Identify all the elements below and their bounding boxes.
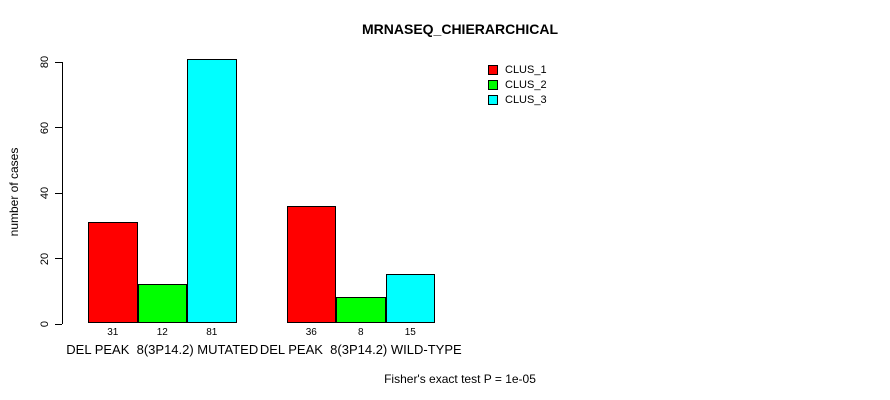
bar-count-label: 81 [206,327,218,338]
legend-swatch-clus_1 [488,64,498,75]
legend-label: CLUS_1 [505,63,547,76]
bar-count-label: 8 [357,327,364,338]
y-tick [55,61,62,63]
y-axis-label: number of cases [7,147,21,237]
legend-label: CLUS_3 [505,93,547,106]
legend-item-clus_1: CLUS_1 [488,62,547,77]
legend-swatch-clus_2 [488,79,498,90]
y-tick [55,258,62,260]
footnote-fisher-test: Fisher's exact test P = 1e-05 [384,372,536,386]
y-tick-label: 60 [39,121,51,134]
legend-item-clus_2: CLUS_2 [488,77,547,92]
y-tick-label: 20 [39,252,51,265]
bar-clus_3-group1 [187,58,237,324]
y-tick [55,323,62,325]
y-tick-label: 0 [39,320,51,328]
bar-count-label: 31 [107,327,119,338]
y-axis-line [62,61,63,325]
bar-clus_2-group2 [336,297,386,324]
bar-count-label: 36 [305,327,317,338]
legend-item-clus_3: CLUS_3 [488,92,547,107]
legend-swatch-clus_3 [488,94,498,105]
category-label-group1: DEL PEAK 8(3P14.2) MUTATED [66,342,259,357]
bar-clus_3-group2 [385,274,435,324]
bar-clus_1-group2 [286,205,336,324]
category-label-group2: DEL PEAK 8(3P14.2) WILD-TYPE [259,342,462,357]
bar-count-label: 15 [404,327,416,338]
y-tick-label: 40 [39,187,51,200]
chart-title: MRNASEQ_CHIERARCHICAL [361,21,559,37]
y-tick [55,127,62,129]
legend: CLUS_1 CLUS_2 CLUS_3 [488,62,547,107]
y-tick [55,192,62,194]
y-tick-label: 80 [39,56,51,69]
bar-clus_1-group1 [88,222,138,324]
legend-label: CLUS_2 [505,78,547,91]
bar-clus_2-group1 [137,284,187,324]
bar-count-label: 12 [156,327,168,338]
